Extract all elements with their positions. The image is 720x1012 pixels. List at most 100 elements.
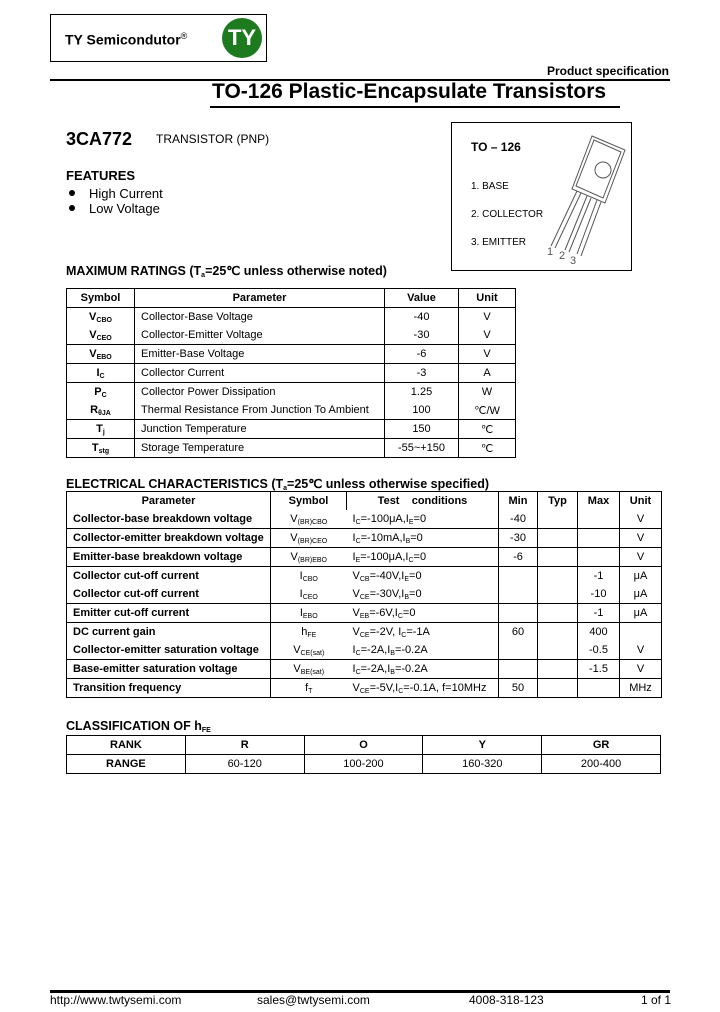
- parameter-cell: DC current gain: [66, 622, 271, 641]
- unit-cell: V: [458, 344, 516, 364]
- header-divider: [50, 79, 670, 81]
- unit-cell: V: [619, 528, 662, 548]
- typ-cell: [537, 641, 578, 660]
- max-cell: -1.5: [577, 659, 620, 679]
- unit-cell: V: [458, 307, 516, 326]
- value-cell: -6: [384, 344, 459, 364]
- table-row: Transition frequency fT VCE=-5V,IC=-0.1A, …: [66, 678, 662, 698]
- symbol-cell: IEBO: [270, 603, 347, 623]
- footer-website-link[interactable]: http://www.twtysemi.com: [50, 993, 182, 1007]
- col-header: Symbol: [270, 491, 347, 510]
- pin-number-3: 3: [570, 255, 576, 267]
- conditions-cell: VCE=-2V, IC=-1A: [346, 622, 499, 641]
- pin-1-label: 1. BASE: [471, 181, 509, 192]
- parameter-cell: Emitter-base breakdown voltage: [66, 547, 271, 567]
- table-row: Collector-base breakdown voltage V(BR)CBO…: [66, 510, 662, 529]
- rank-cell: R: [184, 735, 305, 755]
- table-row: VEBO Emitter-Base Voltage -6 V: [66, 344, 516, 364]
- conditions-cell: VCE=-30V,IB=0: [346, 585, 499, 604]
- bullet-icon: [69, 190, 75, 196]
- conditions-cell: IE=-100μA,IC=0: [346, 547, 499, 567]
- conditions-cell: IC=-100μA,IE=0: [346, 510, 499, 529]
- parameter-cell: Base-emitter saturation voltage: [66, 659, 271, 679]
- logo-badge: TY: [222, 18, 262, 58]
- min-cell: [498, 585, 538, 604]
- symbol-cell: VEBO: [66, 344, 135, 364]
- table-row: Tj Junction Temperature 150 ℃: [66, 419, 516, 439]
- parameter-cell: Collector-base breakdown voltage: [66, 510, 271, 529]
- symbol-cell: Tstg: [66, 438, 135, 458]
- table-row: VCEO Collector-Emitter Voltage -30 V: [66, 326, 516, 345]
- parameter-cell: Collector-Base Voltage: [134, 307, 385, 326]
- range-cell: 200-400: [541, 754, 661, 774]
- footer-email-link[interactable]: sales@twtysemi.com: [257, 993, 370, 1007]
- pin-number-1: 1: [547, 246, 553, 258]
- to126-package-drawing: 1 2 3: [547, 135, 626, 267]
- parameter-cell: Emitter-Base Voltage: [134, 344, 385, 364]
- conditions-cell: VEB=-6V,IC=0: [346, 603, 499, 623]
- col-header: Unit: [619, 491, 662, 510]
- conditions-cell: IC=-10mA,IB=0: [346, 528, 499, 548]
- symbol-cell: VCEO: [66, 326, 135, 345]
- table-row: PC Collector Power Dissipation 1.25 W: [66, 382, 516, 401]
- symbol-cell: RθJA: [66, 401, 135, 420]
- table-row: Base-emitter saturation voltage VBE(sat) I…: [66, 659, 662, 679]
- rank-cell: Y: [422, 735, 543, 755]
- electrical-characteristics-heading: ELECTRICAL CHARACTERISTICS (Ta=25℃ unles…: [66, 477, 490, 492]
- table-row: Emitter-base breakdown voltage V(BR)EBO IE…: [66, 547, 662, 567]
- min-cell: [498, 659, 538, 679]
- parameter-cell: Junction Temperature: [134, 419, 385, 439]
- features-heading: FEATURES: [66, 168, 136, 183]
- min-cell: 60: [498, 622, 538, 641]
- parameter-cell: Emitter cut-off current: [66, 603, 271, 623]
- max-ratings-heading: MAXIMUM RATINGS (Ta=25℃ unless otherwise…: [66, 264, 387, 279]
- table-row: IC Collector Current -3 A: [66, 363, 516, 383]
- symbol-cell: IC: [66, 363, 135, 383]
- unit-cell: V: [619, 659, 662, 679]
- page-title: TO-126 Plastic-Encapsulate Transistors: [212, 80, 607, 103]
- company-name: TY Semicondutor®: [65, 31, 188, 48]
- value-cell: 150: [384, 419, 459, 439]
- typ-cell: [537, 547, 578, 567]
- feature-item: High Current: [66, 186, 163, 201]
- electrical-characteristics-table: Parameter Symbol Test conditions Min Typ…: [66, 491, 662, 698]
- table-row: VCBO Collector-Base Voltage -40 V: [66, 307, 516, 326]
- min-cell: -30: [498, 528, 538, 548]
- table-row: Collector cut-off current ICEO VCE=-30V,IB…: [66, 585, 662, 604]
- col-header: Unit: [458, 288, 516, 308]
- footer-divider: [50, 990, 670, 993]
- parameter-cell: Collector-Emitter Voltage: [134, 326, 385, 345]
- col-header: Value: [384, 288, 459, 308]
- rank-cell: GR: [541, 735, 661, 755]
- parameter-cell: Collector Current: [134, 363, 385, 383]
- value-cell: -3: [384, 363, 459, 383]
- max-cell: [577, 547, 620, 567]
- unit-cell: W: [458, 382, 516, 401]
- value-cell: 1.25: [384, 382, 459, 401]
- footer-phone: 4008-318-123: [469, 993, 544, 1007]
- symbol-cell: hFE: [270, 622, 347, 641]
- table-row: Emitter cut-off current IEBO VEB=-6V,IC=0 -…: [66, 603, 662, 623]
- table-row: Collector-emitter saturation voltage VCE(…: [66, 641, 662, 660]
- value-cell: -55~+150: [384, 438, 459, 458]
- min-cell: [498, 566, 538, 585]
- max-cell: -0.5: [577, 641, 620, 660]
- unit-cell: ℃: [458, 419, 516, 439]
- min-cell: 50: [498, 678, 538, 698]
- min-cell: [498, 641, 538, 660]
- company-logo: TY Semicondutor® TY: [50, 14, 267, 62]
- typ-cell: [537, 678, 578, 698]
- range-cell: 100-200: [303, 754, 424, 774]
- table-row: Tstg Storage Temperature -55~+150 ℃: [66, 438, 516, 458]
- min-cell: -6: [498, 547, 538, 567]
- max-cell: -1: [577, 603, 620, 623]
- max-cell: [577, 528, 620, 548]
- unit-cell: [619, 622, 662, 641]
- symbol-cell: VBE(sat): [270, 659, 347, 679]
- symbol-cell: Tj: [66, 419, 135, 439]
- unit-cell: V: [458, 326, 516, 345]
- package-name: TO – 126: [471, 140, 521, 154]
- unit-cell: ℃/W: [458, 401, 516, 420]
- range-label: RANGE: [66, 754, 186, 774]
- feature-item: Low Voltage: [66, 201, 160, 216]
